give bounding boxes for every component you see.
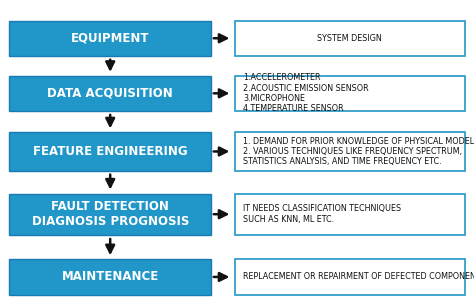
FancyBboxPatch shape: [235, 76, 465, 111]
Text: SYSTEM DESIGN: SYSTEM DESIGN: [317, 34, 382, 43]
Text: MAINTENANCE: MAINTENANCE: [62, 271, 159, 283]
FancyBboxPatch shape: [9, 259, 211, 294]
FancyBboxPatch shape: [9, 132, 211, 171]
FancyBboxPatch shape: [235, 132, 465, 171]
Text: FAULT DETECTION
DIAGNOSIS PROGNOSIS: FAULT DETECTION DIAGNOSIS PROGNOSIS: [31, 200, 189, 228]
Text: 1. DEMAND FOR PRIOR KNOWLEDGE OF PHYSICAL MODEL
2. VARIOUS TECHNIQUES LIKE FREQU: 1. DEMAND FOR PRIOR KNOWLEDGE OF PHYSICA…: [243, 136, 474, 166]
Text: EQUIPMENT: EQUIPMENT: [71, 32, 149, 45]
FancyBboxPatch shape: [9, 21, 211, 56]
Text: FEATURE ENGINEERING: FEATURE ENGINEERING: [33, 145, 188, 158]
Text: REPLACEMENT OR REPAIRMENT OF DEFECTED COMPONENTS: REPLACEMENT OR REPAIRMENT OF DEFECTED CO…: [243, 272, 474, 282]
FancyBboxPatch shape: [235, 21, 465, 56]
FancyBboxPatch shape: [9, 194, 211, 235]
FancyBboxPatch shape: [9, 76, 211, 111]
FancyBboxPatch shape: [235, 194, 465, 235]
Text: DATA ACQUISITION: DATA ACQUISITION: [47, 87, 173, 100]
Text: IT NEEDS CLASSIFICATION TECHNIQUES
SUCH AS KNN, ML ETC.: IT NEEDS CLASSIFICATION TECHNIQUES SUCH …: [243, 204, 401, 224]
FancyBboxPatch shape: [235, 259, 465, 294]
Text: 1.ACCELEROMETER
2.ACOUSTIC EMISSION SENSOR
3.MICROPHONE
4.TEMPERATURE SENSOR: 1.ACCELEROMETER 2.ACOUSTIC EMISSION SENS…: [243, 73, 369, 114]
